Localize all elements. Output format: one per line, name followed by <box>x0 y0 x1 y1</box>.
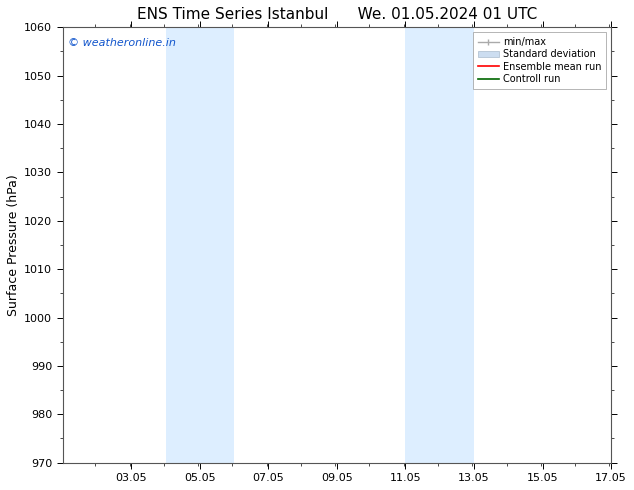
Bar <box>165 27 234 463</box>
Bar <box>406 27 474 463</box>
Title: ENS Time Series Istanbul      We. 01.05.2024 01 UTC: ENS Time Series Istanbul We. 01.05.2024 … <box>137 7 537 22</box>
Text: © weatheronline.in: © weatheronline.in <box>68 38 176 48</box>
Y-axis label: Surface Pressure (hPa): Surface Pressure (hPa) <box>7 174 20 316</box>
Legend: min/max, Standard deviation, Ensemble mean run, Controll run: min/max, Standard deviation, Ensemble me… <box>473 32 606 89</box>
